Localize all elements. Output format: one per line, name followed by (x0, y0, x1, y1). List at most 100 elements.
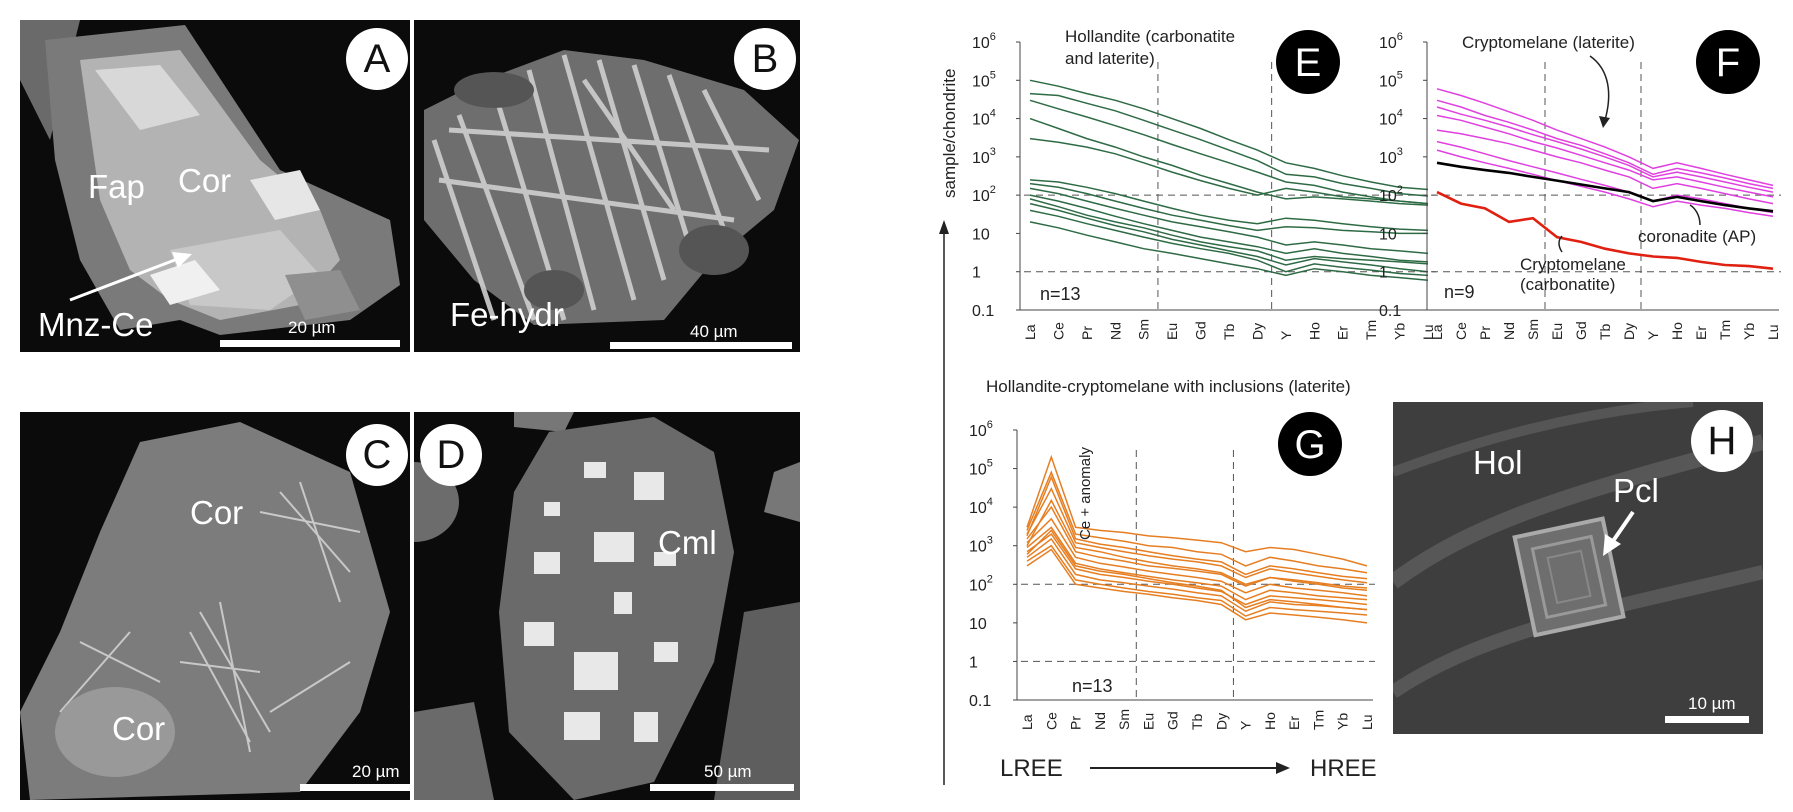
annotation-n-g: n=13 (1072, 676, 1113, 696)
series-line-e-11 (1029, 221, 1429, 281)
lree-label: LREE (1000, 755, 1063, 782)
panel-letter-g: G (1294, 423, 1325, 467)
panel-letter-c: C (346, 424, 408, 486)
panel-letter-a: A (346, 28, 408, 90)
panel-letter-f: F (1716, 41, 1740, 85)
x-tick-label-f: Tm (1717, 320, 1733, 340)
series-line-g-13 (1026, 475, 1368, 580)
x-tick-label-e: Sm (1136, 319, 1152, 340)
annotation-cryptomelane-carbonatite: (carbonatite) (1520, 275, 1615, 294)
label-pcl: Pcl (1613, 472, 1659, 509)
y-tick-label-e: 0.1 (972, 303, 994, 320)
series-line-e-12 (1029, 198, 1429, 265)
x-tick-label-f: Dy (1621, 323, 1637, 340)
x-tick-label-e: Pr (1079, 326, 1095, 340)
x-tick-label-e: Yb (1392, 323, 1408, 340)
label-hol: Hol (1473, 444, 1523, 481)
series-line-g-7 (1026, 533, 1368, 606)
series-line-g-12 (1026, 498, 1368, 589)
x-tick-label-f: Pr (1477, 326, 1493, 340)
y-tick-label-g: 105 (969, 458, 993, 479)
y-tick-label-f: 103 (1379, 146, 1403, 167)
scale-bar-b (610, 342, 792, 349)
x-tick-label-f: Er (1693, 326, 1709, 340)
y-tick-label-e: 1 (972, 265, 981, 282)
panel-letter-h: H (1691, 410, 1753, 472)
y-tick-label-e: 106 (972, 31, 996, 52)
panel-letter-e: E (1295, 41, 1322, 85)
panel-letter-b: B (734, 28, 796, 90)
series-line-g-2 (1026, 470, 1368, 574)
label-cor-c1: Cor (190, 494, 244, 531)
annotation-ce-anomaly: Ce + anomaly (1077, 447, 1094, 540)
series-line-g-3 (1026, 487, 1368, 584)
panel-letter-bg-f (1696, 30, 1760, 94)
sem-image-a (20, 20, 400, 335)
x-tick-label-f: Y (1645, 330, 1661, 340)
g-heading: Hollandite-cryptomelane with inclusions … (986, 377, 1351, 396)
series-line-e-8 (1029, 194, 1429, 263)
series-line-e-10 (1029, 209, 1429, 277)
hree-label: HREE (1310, 755, 1377, 782)
x-tick-label-g: Ho (1262, 712, 1278, 730)
x-tick-label-e: Lu (1420, 324, 1436, 340)
y-tick-label-f: 1 (1379, 265, 1388, 282)
scale-bar-a (220, 340, 400, 347)
x-tick-label-e: Y (1278, 330, 1294, 340)
arrow-cryptomelane-carbonatite (1558, 235, 1563, 253)
series-line-g-5 (1026, 517, 1368, 597)
y-tick-label-g: 0.1 (969, 693, 991, 710)
arrow-pcl (1603, 510, 1635, 556)
panel-letter-bg-e (1276, 30, 1340, 94)
series-line-e-13 (1029, 179, 1429, 232)
y-tick-label-e: 105 (972, 69, 996, 90)
chart-title-e: Hollandite (carbonatite (1065, 27, 1235, 46)
y-axis-label: sample/chondrite (940, 69, 959, 198)
series-line-f-2 (1436, 99, 1774, 190)
y-tick-label-f: 105 (1379, 69, 1403, 90)
y-tick-label-g: 10 (969, 616, 987, 633)
scale-bar-d (650, 784, 794, 791)
series-line-f-5 (1436, 129, 1774, 205)
label-cor-c2: Cor (112, 710, 166, 747)
series-line-f-9 (1436, 190, 1774, 270)
x-tick-label-f: Gd (1573, 321, 1589, 340)
series-line-e-6 (1029, 182, 1428, 235)
annotation-n-f: n=9 (1444, 282, 1475, 302)
y-axis-arrow-head (939, 220, 949, 234)
x-tick-label-f: Lu (1765, 324, 1781, 340)
label-mnz-ce: Mnz-Ce (38, 306, 154, 343)
x-tick-label-g: Eu (1140, 713, 1156, 730)
panel-h: H Hol Pcl 10 µm (1393, 402, 1763, 734)
x-tick-label-e: Nd (1107, 322, 1123, 340)
arrow-mnz (69, 252, 192, 302)
x-tick-label-f: Yb (1741, 323, 1757, 340)
label-fap: Fap (88, 168, 145, 205)
x-tick-label-g: Yb (1335, 713, 1351, 730)
x-tick-label-g: Gd (1165, 711, 1181, 730)
x-tick-label-e: Tm (1363, 320, 1379, 340)
series-line-g-6 (1026, 526, 1368, 601)
x-tick-label-f: La (1429, 324, 1445, 340)
series-line-g-10 (1026, 548, 1368, 624)
panel-a: A Fap Cor Mnz-Ce 20 µm (20, 20, 410, 352)
x-tick-label-g: Sm (1116, 709, 1132, 730)
sem-image-b (424, 50, 799, 325)
x-tick-label-e: Ho (1306, 322, 1322, 340)
panel-letter-d: D (420, 424, 482, 486)
y-tick-label-f: 102 (1379, 184, 1403, 205)
sem-image-h (1393, 402, 1763, 698)
arrow-coronadite (1689, 204, 1701, 226)
series-line-e-9 (1029, 202, 1429, 273)
x-tick-label-f: Sm (1525, 319, 1541, 340)
x-tick-label-g: Er (1286, 716, 1302, 730)
scale-label-b: 40 µm (690, 322, 738, 341)
x-tick-label-g: La (1019, 714, 1035, 730)
series-line-f-1 (1436, 88, 1774, 187)
x-tick-label-e: Ce (1050, 322, 1066, 340)
y-tick-label-e: 103 (972, 146, 996, 167)
chart-title-e: and laterite) (1065, 49, 1155, 68)
annotation-cryptomelane-laterite: Cryptomelane (laterite) (1462, 33, 1635, 52)
x-tick-label-e: La (1022, 324, 1038, 340)
panel-b: B Fe-hydr 40 µm (414, 20, 800, 352)
